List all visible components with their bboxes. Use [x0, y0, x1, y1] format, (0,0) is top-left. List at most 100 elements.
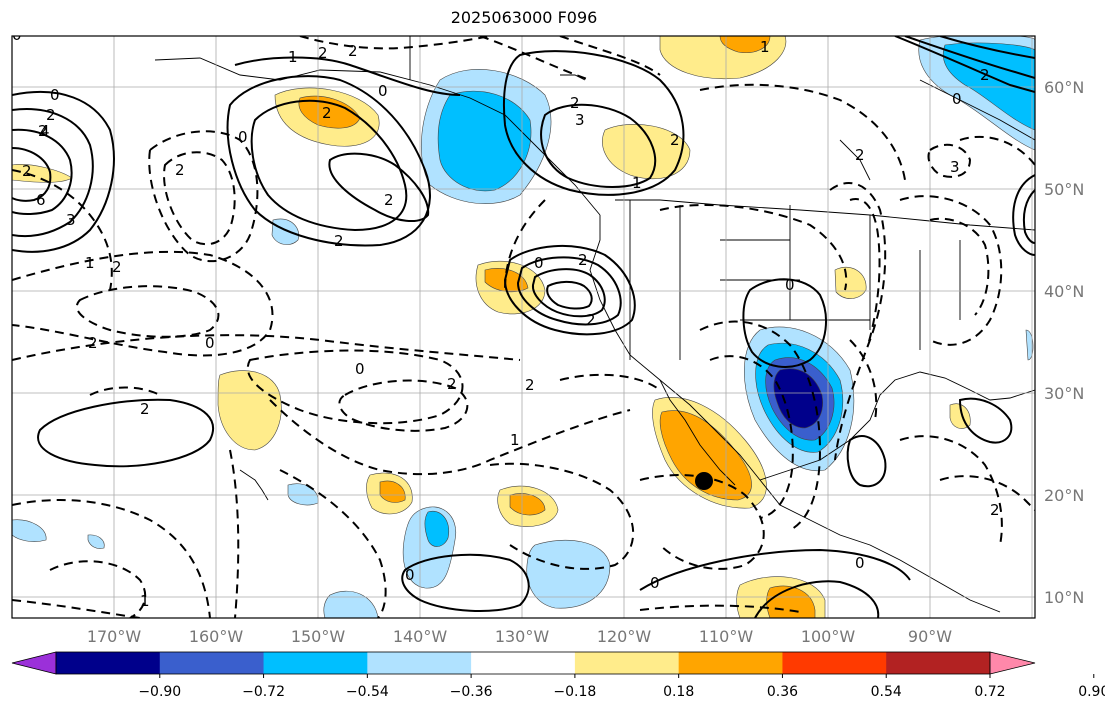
colorbar-tick-label: 0.36 [767, 684, 798, 700]
shade-blue-atl [1025, 329, 1034, 361]
contour-label-group: 0 2 2 0 2 4 6 3 1 2 0 2 3 2 2 0 2 1 2 2 … [12, 26, 1000, 610]
lat-label: 20°N [1044, 486, 1084, 505]
coastlines [154, 36, 1035, 613]
lat-label: 50°N [1044, 180, 1084, 199]
colorbar-extend-low [11, 651, 57, 675]
lat-label: 60°N [1044, 78, 1084, 97]
colorbar-tick-label: −0.36 [450, 684, 493, 700]
contour-label: 2 [980, 66, 990, 84]
shade-blue-pac3 [323, 590, 379, 618]
contour-label: 2 [334, 232, 344, 250]
lon-label: 150°W [291, 627, 346, 646]
contour-label: 0 [238, 128, 248, 146]
lon-label: 100°W [801, 627, 856, 646]
colorbar-swatch [678, 652, 783, 674]
colorbar-swatch [886, 652, 991, 674]
contour-label: 0 [534, 254, 544, 272]
contour-label: 4 [40, 122, 50, 140]
map-panel: 0 2 2 0 2 4 6 3 1 2 0 2 3 2 2 0 2 1 2 2 … [12, 26, 1035, 618]
colorbar: −0.90 −0.72 −0.54 −0.36 −0.18 0.18 0.36 0.54 0.7… [11, 651, 1105, 700]
colorbar-extend-high [989, 651, 1036, 675]
contour-label: 0 [378, 82, 388, 100]
shade-blue-hudson-core [942, 42, 1035, 131]
shade-blue-pac4 [271, 218, 300, 245]
map-border [11, 35, 1036, 619]
contour-label: 2 [318, 44, 328, 62]
contour-label: 3 [66, 211, 76, 229]
contour-label: 2 [22, 162, 32, 180]
contour-label: 2 [586, 311, 596, 329]
colorbar-tick-label: −0.90 [138, 684, 181, 700]
contour-label: 1 [85, 254, 95, 272]
contour-label: 0 [355, 360, 365, 378]
contour-label: 2 [140, 400, 150, 418]
shade-orange-pac-b [379, 480, 406, 503]
lon-label: 170°W [87, 627, 142, 646]
lat-label: 40°N [1044, 282, 1084, 301]
contour-label: 2 [670, 131, 680, 149]
contour-label: 2 [38, 122, 48, 140]
contour-label: 2 [447, 375, 457, 393]
latitude-labels: 60°N 50°N 40°N 30°N 20°N 10°N [1044, 78, 1084, 607]
colorbar-tick-label: −0.54 [346, 684, 389, 700]
colorbar-tick-label: −0.18 [553, 684, 596, 700]
colorbar-tick-label: 0.90 [1078, 684, 1105, 700]
colorbar-tick-label: 0.72 [974, 684, 1005, 700]
contour-label: 3 [950, 158, 960, 176]
contour-label: 3 [575, 111, 585, 129]
contour-label: 0 [785, 276, 795, 294]
contour-label: 1 [140, 592, 150, 610]
contour-label: 2 [855, 146, 865, 164]
contour-label: 2 [990, 501, 1000, 519]
shade-blue-pac6 [12, 519, 47, 542]
location-marker [695, 472, 713, 490]
colorbar-frame [55, 651, 991, 675]
map-title: 2025063000 F096 [450, 8, 598, 27]
colorbar-swatch [782, 652, 887, 674]
shade-blue-pac7 [87, 534, 105, 549]
contour-label: 2 [175, 161, 185, 179]
shade-blue-pac2 [526, 539, 611, 609]
shade-orange-goa [298, 95, 361, 129]
shade-orange-ak-n [719, 36, 771, 53]
contour-label: 0 [205, 334, 215, 352]
shade-blue-pac1-core [424, 510, 450, 547]
contour-label: 6 [36, 191, 46, 209]
contour-label: 1 [510, 431, 520, 449]
lon-label: 110°W [699, 627, 754, 646]
colorbar-swatch [471, 652, 576, 674]
contour-label: 2 [112, 258, 122, 276]
contour-label: 2 [322, 104, 332, 122]
longitude-labels: 170°W 160°W 150°W 140°W 130°W 120°W 110°… [87, 627, 952, 646]
contour-label: 0 [952, 90, 962, 108]
colorbar-tick-label: 0.18 [663, 684, 694, 700]
colorbar-swatch [574, 652, 680, 674]
contour-label: 0 [855, 554, 865, 572]
shade-blue-gulf-alaska-core [437, 90, 532, 192]
positive-contours [12, 36, 1035, 618]
contour-label: 2 [88, 334, 98, 352]
contour-label: 2 [525, 376, 535, 394]
contour-label: 0 [50, 86, 60, 104]
lon-label: 120°W [597, 627, 652, 646]
negative-contours [12, 36, 1035, 618]
lon-label: 130°W [495, 627, 550, 646]
colorbar-swatch [159, 652, 265, 674]
colorbar-swatch [367, 652, 472, 674]
contour-label: 2 [46, 106, 56, 124]
lat-label: 10°N [1044, 588, 1084, 607]
contour-label: 0 [12, 26, 22, 44]
contour-label: 1 [760, 38, 770, 56]
contour-label: 2 [570, 94, 580, 112]
lon-label: 90°W [908, 627, 952, 646]
lon-label: 160°W [189, 627, 244, 646]
colorbar-swatch [263, 652, 368, 674]
contour-label: 0 [405, 566, 415, 584]
contour-label: 1 [632, 174, 642, 192]
colorbar-swatch [56, 652, 161, 674]
lat-label: 30°N [1044, 384, 1084, 403]
shade-orange-pac-c [509, 493, 546, 516]
colorbar-tick-label: 0.54 [871, 684, 902, 700]
colorbar-tick-label: −0.72 [242, 684, 285, 700]
